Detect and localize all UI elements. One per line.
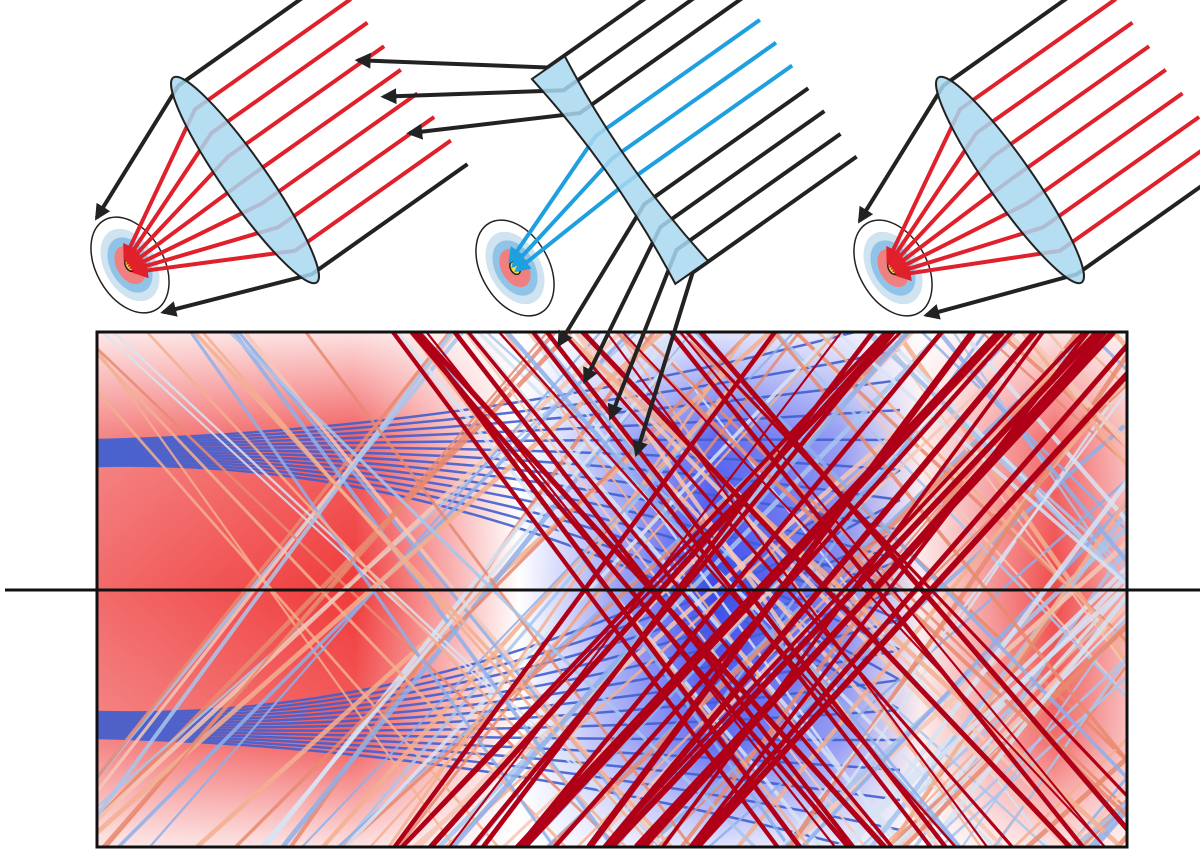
ray [1023,332,1127,450]
ray [937,332,1127,565]
concave-lens [530,54,710,286]
convex-lens [935,75,1085,285]
ray [868,332,1127,587]
ray [992,663,1127,847]
ray [1025,754,1127,847]
curved-ray [97,449,901,502]
ray [1013,736,1127,847]
field-panel [97,332,1127,847]
ray [882,593,1127,847]
lens-diagrams [90,0,1200,458]
ray [980,332,1127,466]
curved-ray [97,462,901,682]
ray [925,592,1127,847]
ray [993,656,1127,847]
curved-ray [97,348,901,444]
ray [895,612,1127,847]
curved-ray [97,460,901,652]
convex-lens [170,75,320,285]
ray [1047,332,1127,430]
